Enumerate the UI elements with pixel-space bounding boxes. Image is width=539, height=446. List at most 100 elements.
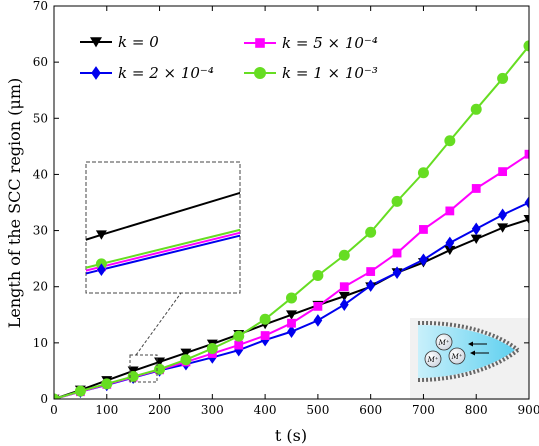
zoom-connector-line xyxy=(135,292,182,356)
axes-frame xyxy=(53,5,530,400)
data-point-circle xyxy=(101,378,113,390)
data-point-triangle xyxy=(286,310,297,320)
x-tick-label: 500 xyxy=(306,403,329,417)
data-point-circle xyxy=(286,292,297,304)
data-point-circle xyxy=(497,72,509,84)
series-layer xyxy=(54,40,529,399)
crack-schematic: M⁺ M⁺ M⁺ xyxy=(410,318,529,400)
legend-marker-circle xyxy=(254,67,266,79)
data-point-square xyxy=(255,38,265,48)
data-point-square xyxy=(471,184,481,193)
x-tick-label: 700 xyxy=(412,403,435,417)
data-point-diamond xyxy=(524,196,529,209)
ticks-layer: 0 100 200 300 400 500 600 700 800 900 0 10 20 30 40 50 6… xyxy=(33,0,539,417)
data-point-circle xyxy=(154,363,166,375)
y-tick-label: 60 xyxy=(33,55,48,69)
data-point-diamond xyxy=(445,236,455,250)
data-point-triangle xyxy=(90,37,102,48)
data-point-circle xyxy=(127,371,139,383)
data-point-diamond xyxy=(91,66,101,80)
data-point-diamond xyxy=(313,314,323,327)
legend-label: k = 2 × 10⁻⁴ xyxy=(118,64,214,82)
inset-layer xyxy=(86,191,240,277)
data-point-diamond xyxy=(97,263,106,277)
data-point-square xyxy=(392,248,402,258)
data-point-triangle xyxy=(470,234,482,244)
x-tick-label: 400 xyxy=(254,403,277,417)
crack-upper-wall xyxy=(417,320,520,352)
data-point-square xyxy=(287,318,296,328)
x-tick-label: 100 xyxy=(95,403,118,417)
data-point-square xyxy=(524,149,529,159)
data-point-triangle xyxy=(444,245,456,256)
legend: k = 0 k = 2 × 10⁻⁴ k = 5 × 10⁻⁴ k = 1 × … xyxy=(80,33,378,82)
crack-lower-wall xyxy=(417,348,520,382)
data-point-diamond xyxy=(339,298,349,312)
data-point-circle xyxy=(470,103,482,115)
data-point-triangle xyxy=(497,223,509,233)
legend-marker-square xyxy=(255,38,265,48)
data-point-square xyxy=(498,167,508,177)
y-tick-label: 70 xyxy=(33,0,48,13)
data-point-triangle xyxy=(95,230,107,240)
y-tick-label: 40 xyxy=(33,167,48,181)
data-point-circle xyxy=(523,40,529,52)
data-point-diamond xyxy=(287,325,296,338)
legend-marker-triangle-down xyxy=(90,37,102,48)
data-point-circle xyxy=(417,167,429,179)
data-point-circle xyxy=(259,313,271,325)
data-point-circle xyxy=(74,385,86,397)
y-tick-label: 20 xyxy=(33,280,48,294)
legend-label: k = 1 × 10⁻³ xyxy=(282,64,378,82)
y-tick-label: 0 xyxy=(40,392,48,406)
data-point-circle xyxy=(206,342,218,354)
data-point-triangle xyxy=(180,348,192,358)
x-tick-label: 800 xyxy=(465,403,488,417)
data-point-circle xyxy=(444,135,456,147)
data-point-square xyxy=(339,282,349,292)
legend-label: k = 5 × 10⁻⁴ xyxy=(282,34,378,52)
ion-label: M⁺ xyxy=(438,339,450,347)
data-point-square xyxy=(313,301,323,311)
legend-marker-diamond xyxy=(91,66,101,80)
y-axis-label: Length of the SCC region (μm) xyxy=(5,78,24,328)
ion-bubble xyxy=(435,333,453,351)
x-axis-label: t (s) xyxy=(275,426,307,445)
data-point-circle xyxy=(365,226,377,238)
y-tick-label: 10 xyxy=(33,336,48,350)
data-point-square xyxy=(260,331,270,340)
flow-arrow-head xyxy=(470,350,475,356)
data-point-circle xyxy=(391,195,403,207)
x-tick-label: 600 xyxy=(359,403,382,417)
data-point-circle xyxy=(312,269,324,281)
data-point-square xyxy=(366,267,376,276)
data-point-circle xyxy=(338,249,350,261)
x-tick-label: 900 xyxy=(518,403,539,417)
data-point-triangle xyxy=(338,291,350,302)
data-point-circle xyxy=(254,67,266,79)
data-point-triangle xyxy=(523,214,529,225)
x-tick-label: 200 xyxy=(148,403,171,417)
ion-label: M⁺ xyxy=(427,356,439,364)
data-point-circle xyxy=(54,393,60,399)
legend-label: k = 0 xyxy=(118,33,159,51)
flow-arrow-head xyxy=(468,341,473,347)
ion-bubble xyxy=(424,350,442,368)
data-point-diamond xyxy=(471,222,481,236)
x-tick-label: 0 xyxy=(50,403,58,417)
x-tick-label: 300 xyxy=(201,403,224,417)
inset-panel xyxy=(85,161,241,294)
y-tick-label: 30 xyxy=(33,224,48,238)
data-point-square xyxy=(445,206,455,216)
data-point-diamond xyxy=(366,279,376,292)
ion-label: M⁺ xyxy=(451,353,463,361)
data-point-diamond xyxy=(392,266,402,280)
zoom-source-box xyxy=(129,354,158,383)
data-point-diamond xyxy=(498,208,508,222)
data-point-circle xyxy=(180,354,192,366)
data-point-square xyxy=(234,340,244,350)
data-point-diamond xyxy=(419,253,428,267)
data-point-circle xyxy=(233,330,245,342)
data-point-square xyxy=(419,225,428,234)
